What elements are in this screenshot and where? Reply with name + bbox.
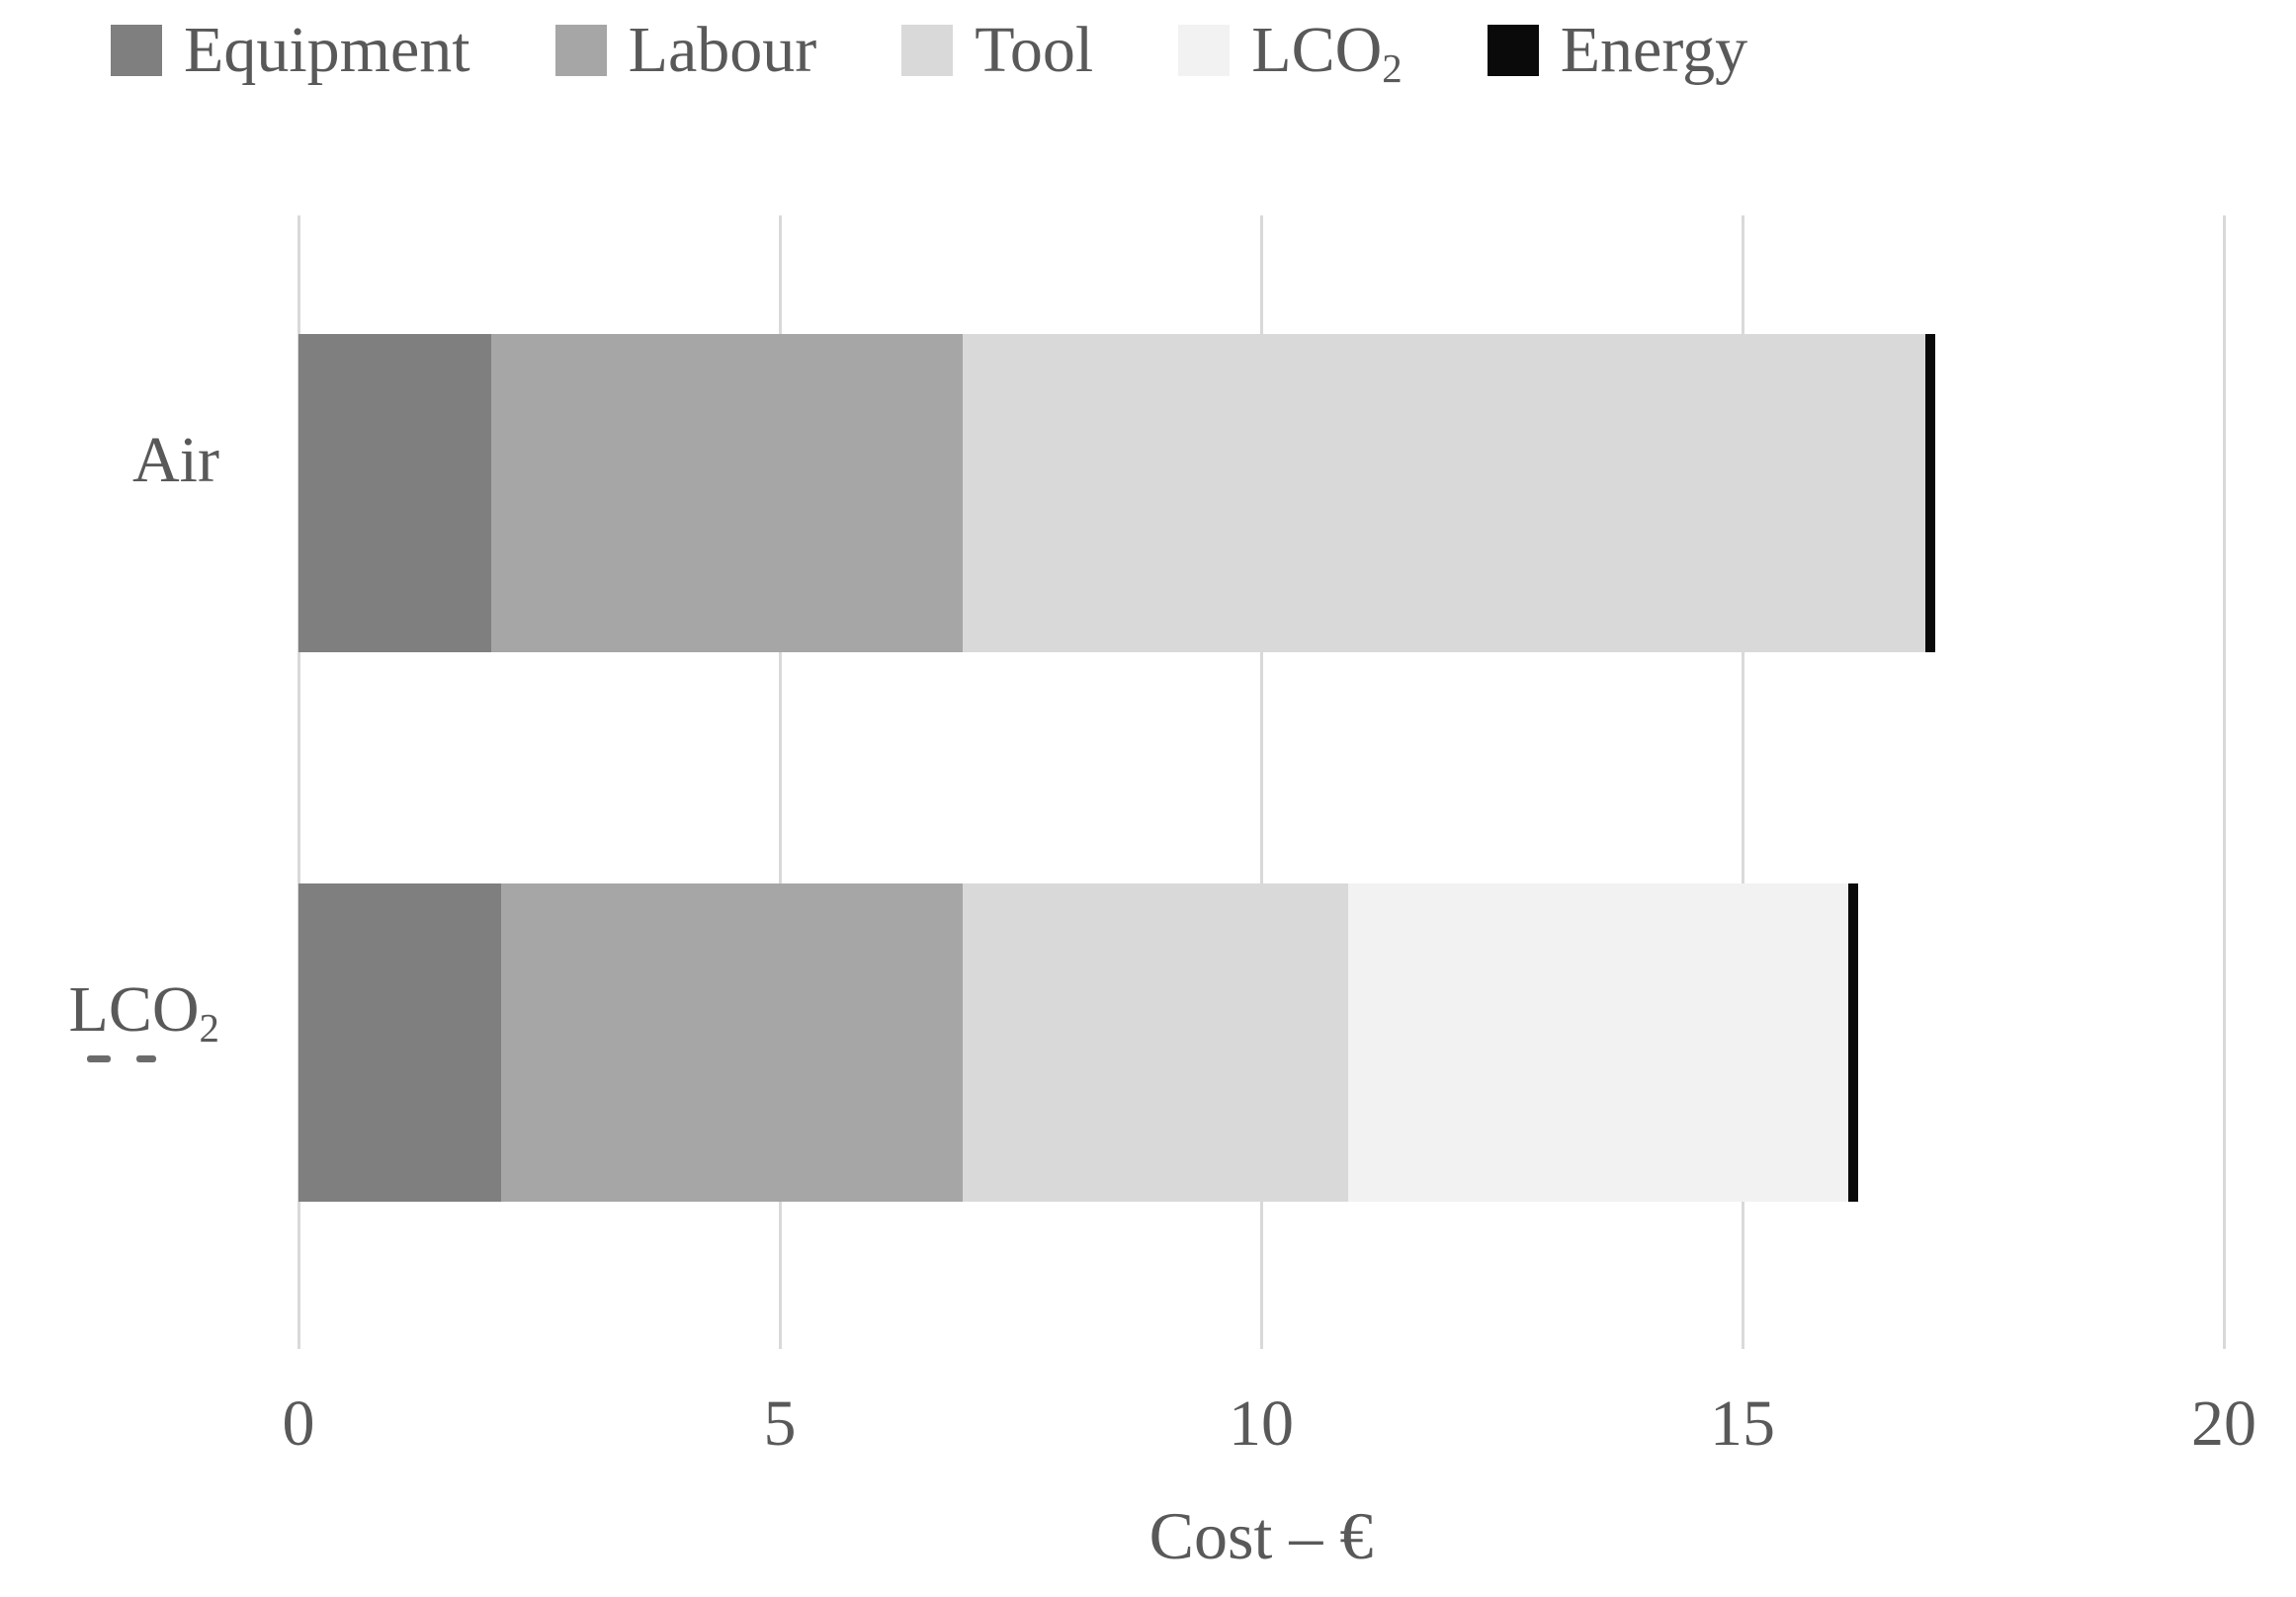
lco2-swatch-icon: [1178, 25, 1231, 76]
legend-label-equipment: Equipment: [184, 14, 470, 86]
clipped-text-artifact: [87, 1055, 111, 1062]
bar-air-tool-segment: [963, 334, 1926, 652]
gridline-10: [1260, 215, 1263, 1349]
legend-item-equipment: Equipment: [111, 18, 470, 83]
legend-label-energy: Energy: [1560, 14, 1748, 86]
x-axis-title: Cost – €: [1148, 1498, 1374, 1573]
gridline-20: [2223, 215, 2226, 1349]
tick-label-5: 5: [763, 1387, 797, 1460]
legend-item-lco2: LCO2: [1178, 18, 1403, 89]
bar-air-equipment-segment: [298, 334, 491, 652]
bar-lco2-equipment-segment: [298, 883, 501, 1202]
legend-item-labour: Labour: [554, 18, 816, 83]
legend-item-energy: Energy: [1487, 18, 1747, 83]
tick-label-10: 10: [1229, 1387, 1294, 1460]
clipped-text-artifact: [136, 1055, 156, 1062]
x-axis-tick-row: 0 5 10 15 20: [283, 1387, 2257, 1480]
category-label-air: Air: [132, 424, 219, 496]
tick-label-0: 0: [282, 1387, 315, 1460]
tick-label-20: 20: [2191, 1387, 2256, 1460]
plot-area: [298, 215, 2226, 1349]
gridline-15: [1742, 215, 1744, 1349]
bar-air-labour-segment: [490, 334, 964, 652]
category-label-lco2: LCO2: [68, 973, 219, 1051]
tool-swatch-icon: [901, 25, 954, 76]
energy-swatch-icon: [1487, 25, 1539, 76]
legend-sub-lco2: 2: [1382, 46, 1403, 92]
bar-lco2-tool-segment: [963, 883, 1348, 1202]
legend: Equipment Labour Tool LCO2 Energy: [111, 18, 1747, 89]
bar-lco2-labour-segment: [500, 883, 964, 1202]
gridline-5: [779, 215, 782, 1349]
gridline-0: [298, 215, 300, 1349]
bar-air: [298, 334, 2224, 652]
tick-label-15: 15: [1710, 1387, 1775, 1460]
bar-air-energy-segment: [1925, 334, 1935, 652]
legend-label-lco2: LCO: [1251, 14, 1383, 86]
bar-lco2-lco2-segment: [1347, 883, 1849, 1202]
legend-item-tool: Tool: [901, 18, 1093, 83]
legend-label-labour: Labour: [628, 14, 817, 86]
equipment-swatch-icon: [111, 25, 162, 76]
legend-label-tool: Tool: [975, 14, 1094, 86]
bar-lco2: [298, 883, 2224, 1202]
bar-lco2-energy-segment: [1848, 883, 1858, 1202]
labour-swatch-icon: [554, 25, 607, 76]
